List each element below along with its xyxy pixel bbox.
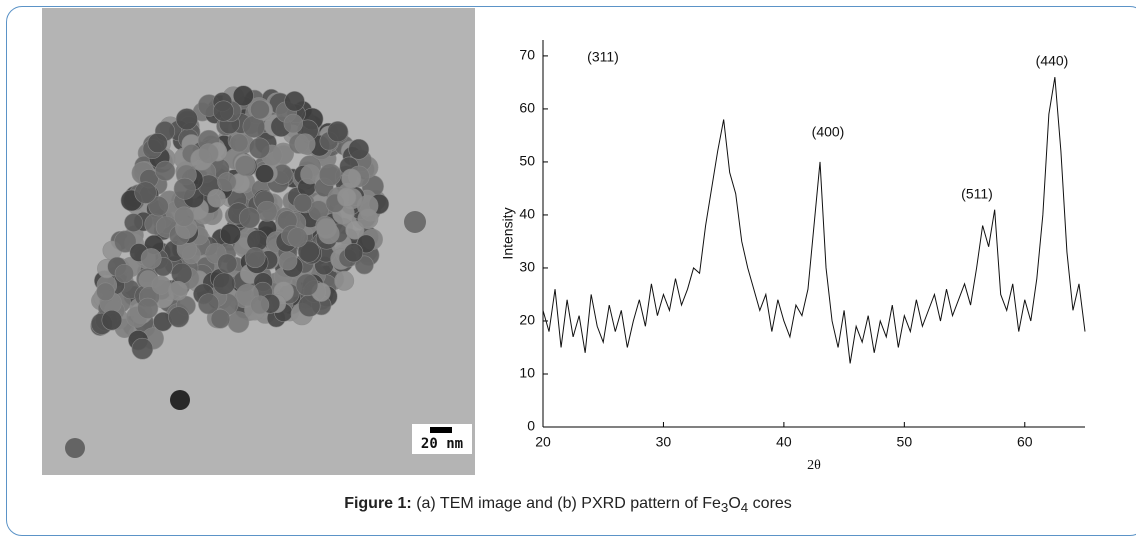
x-tick-label: 60 [1017, 434, 1033, 450]
nanoparticle [131, 337, 154, 360]
nanoparticle [140, 248, 162, 269]
y-axis-label: Intensity [500, 207, 516, 259]
y-tick-label: 40 [519, 206, 535, 222]
y-tick-label: 50 [519, 153, 535, 169]
xrd-chart: 0 10 20 30 40 50 60 70 20 30 40 50 60 2θ Intensity (311… [500, 40, 1086, 473]
nanoparticle [283, 113, 304, 134]
nanoparticle [114, 230, 137, 253]
nanoparticle [316, 218, 337, 239]
nanoparticle [168, 280, 188, 301]
figure: 20 nm 0 10 20 30 40 50 60 70 20 30 40 50 60 2θ Intensi… [42, 8, 1086, 475]
peak-label: (511) [961, 186, 993, 202]
y-tick-label: 20 [519, 312, 535, 328]
nanoparticle [294, 133, 316, 155]
nanoparticle [343, 243, 364, 263]
nanoparticle [198, 293, 220, 315]
scale-bar [430, 427, 452, 433]
nanoparticle [404, 211, 426, 233]
nanoparticle [148, 196, 169, 217]
nanoparticle [334, 270, 355, 291]
nanoparticle [124, 213, 143, 233]
caption-text: (a) TEM image and (b) PXRD pattern of Fe [416, 495, 721, 512]
nanoparticle [348, 138, 370, 160]
peak-label: (311) [587, 49, 619, 65]
nanoparticle [255, 164, 275, 184]
nanoparticle [250, 295, 270, 315]
nanoparticle [287, 227, 308, 248]
nanoparticle [345, 220, 365, 240]
nanoparticle [293, 193, 313, 213]
nanoparticle [341, 168, 362, 189]
x-tick-label: 20 [535, 434, 551, 450]
nanoparticle [207, 188, 226, 208]
nanoparticle [168, 306, 190, 328]
nanoparticle [337, 187, 357, 207]
nanoparticle [217, 253, 238, 274]
nanoparticle [170, 390, 190, 410]
nanoparticle [229, 133, 249, 153]
caption-sub: 4 [740, 500, 749, 516]
nanoparticle [232, 85, 254, 107]
xrd-line [542, 77, 1086, 364]
x-tick-label: 30 [656, 434, 672, 450]
peak-label: (440) [1036, 53, 1069, 69]
y-tick-label: 60 [519, 100, 535, 116]
y-tick-label: 30 [519, 259, 535, 275]
nanoparticle [357, 208, 379, 230]
nanoparticle [173, 206, 195, 227]
page: {"figure": {"scale_bar": "20 nm", "capti… [0, 6, 1136, 536]
peak-label: (400) [812, 124, 845, 140]
nanoparticle [171, 262, 193, 285]
caption-text: cores [748, 495, 792, 512]
nanoparticle [234, 155, 256, 177]
nanoparticle [155, 160, 176, 182]
nanoparticle [354, 255, 374, 275]
nanoparticle [147, 132, 168, 154]
caption: Figure 1: (a) TEM image and (b) PXRD pat… [0, 495, 1136, 515]
tem-image [42, 8, 475, 475]
nanoparticle [318, 163, 342, 186]
nanoparticle [238, 207, 261, 229]
nanoparticle [297, 240, 320, 263]
nanoparticle [114, 263, 134, 284]
nanoparticle [284, 91, 305, 112]
nanoparticle [327, 120, 349, 143]
nanoparticle [198, 143, 219, 164]
nanoparticle [137, 297, 159, 319]
nanoparticle [212, 100, 235, 122]
nanoparticle [213, 272, 236, 295]
y-tick-label: 10 [519, 365, 535, 381]
nanoparticle [65, 438, 85, 458]
scale-bar-label: 20 nm [421, 436, 463, 452]
nanoparticle [96, 282, 115, 302]
nanoparticle [217, 172, 237, 192]
nanoparticle [278, 251, 298, 271]
nanoparticle [210, 309, 231, 329]
nanoparticle [248, 137, 271, 159]
caption-text: O [728, 495, 741, 512]
nanoparticle [244, 247, 266, 268]
nanoparticle [101, 309, 123, 331]
x-axis-label: 2θ [807, 458, 821, 473]
x-tick-label: 50 [897, 434, 913, 450]
y-tick-label: 70 [519, 47, 535, 63]
nanoparticle [173, 177, 196, 200]
nanoparticle [151, 275, 171, 295]
caption-sub: 3 [720, 500, 729, 516]
nanoparticle [295, 273, 319, 297]
nanoparticle [134, 181, 157, 204]
caption-label: Figure 1: [344, 495, 412, 512]
nanoparticle [219, 223, 241, 245]
y-tick-label: 0 [527, 418, 535, 434]
x-tick-label: 40 [776, 434, 792, 450]
nanoparticle [250, 99, 270, 120]
nanoparticle [175, 108, 198, 131]
